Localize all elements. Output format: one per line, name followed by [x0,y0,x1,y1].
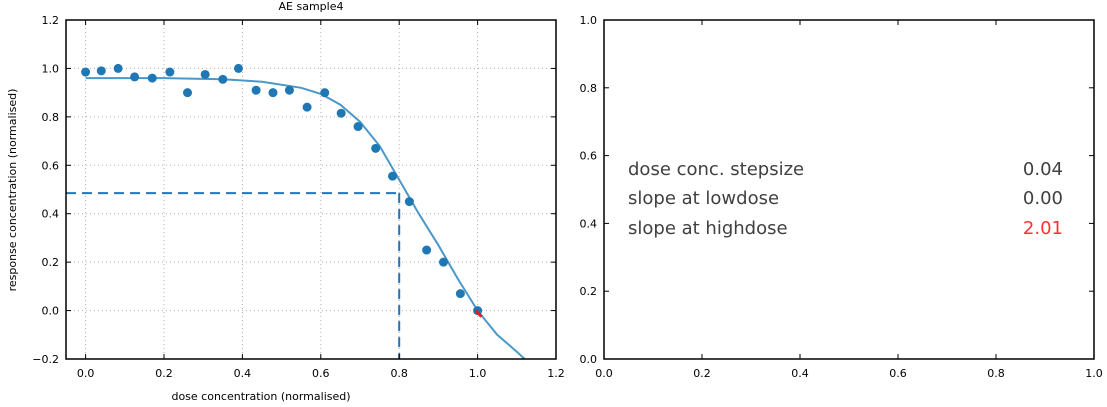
data-point [147,73,157,83]
dose-response-plot: 0.0 0.2 0.4 0.6 0.8 1.0 1.2 −0.2 0.0 0.2 0.4 0.6 0.8… [6,0,565,403]
data-point [268,88,278,98]
y-tick-label: 0.4 [580,217,598,230]
x-tick-label: 1.0 [469,367,487,380]
plot-area [66,63,526,359]
y-tick-label: 0.4 [42,208,60,221]
summary-value: 2.01 [1023,218,1063,239]
data-point [336,108,346,118]
data-point [218,74,228,84]
summary-value: 0.00 [1023,188,1063,209]
y-tick-label: 0.2 [580,285,598,298]
data-point [233,63,243,73]
data-point [388,171,398,181]
y-axis-label: response concentration (normalised) [6,89,19,292]
highlight-segment [474,309,483,318]
y-tick-label: 0.2 [42,256,60,269]
data-point [200,69,210,79]
x-tick-label: 0.8 [390,367,408,380]
x-tick-label: 1.0 [1085,367,1103,380]
x-tick-label: 0.6 [889,367,907,380]
data-point [130,72,140,82]
x-tick-label: 0.2 [155,367,173,380]
y-tick-label: 0.8 [42,111,60,124]
data-point [183,88,193,98]
summary-value: 0.04 [1023,159,1063,180]
summary-panel: 0.0 0.2 0.4 0.6 0.8 1.0 0.0 0.2 0.4 0.6 0.8 1.0 dose… [580,14,1103,380]
x-tick-label: 0.6 [312,367,330,380]
x-tick-label: 0.2 [693,367,711,380]
summary-label: dose conc. stepsize [628,159,804,180]
fit-curve [85,77,526,359]
x-tick-label: 0.0 [77,367,95,380]
panel-frame [603,19,1095,360]
data-point [455,289,465,299]
data-point [113,63,123,73]
y-tick-label: 1.0 [580,14,598,27]
data-point [96,66,106,76]
data-point [353,122,363,132]
data-point [165,67,175,77]
y-tick-label: 0.6 [580,150,598,163]
x-tick-label: 1.2 [547,367,565,380]
plot-frame [65,19,557,360]
x-tick-label: 0.4 [791,367,809,380]
y-tick-label: 1.0 [42,62,60,75]
data-point [284,85,294,95]
y-tick-label: −0.2 [32,353,59,366]
data-point [371,143,381,153]
x-tick-label: 0.8 [987,367,1005,380]
y-tick-label: 1.2 [42,14,60,27]
x-tick-label: 0.4 [234,367,252,380]
x-tick-label: 0.0 [595,367,613,380]
y-tick-label: 0.0 [42,305,60,318]
data-point [438,257,448,267]
summary-label: slope at highdose [628,218,788,239]
data-point [404,197,414,207]
summary-label: slope at lowdose [628,188,779,209]
data-point [302,102,312,112]
data-point [320,88,330,98]
y-tick-label: 0.0 [580,353,598,366]
data-point [81,67,91,77]
y-tick-label: 0.8 [580,82,598,95]
chart-title: AE sample4 [279,0,344,13]
data-point [422,245,432,255]
x-axis-label: dose concentration (normalised) [171,390,350,403]
y-tick-label: 0.6 [42,159,60,172]
data-point [251,85,261,95]
